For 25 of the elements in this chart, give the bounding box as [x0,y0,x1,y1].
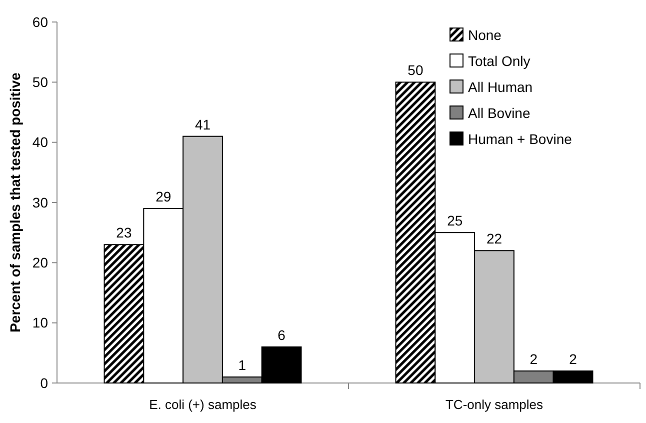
data-label: 29 [156,188,172,205]
y-axis-title: Percent of samples that tested positive [7,72,23,332]
legend-label: All Bovine [468,104,530,121]
data-label: 1 [238,356,246,373]
data-label: 6 [278,326,286,343]
data-label: 25 [447,212,463,229]
legend-label: All Human [468,78,533,95]
data-label: 2 [569,350,578,367]
data-label: 23 [116,224,132,241]
data-label: 22 [486,230,502,247]
x-tick-label: TC-only samples [445,397,544,412]
y-tick-label: 50 [32,74,48,90]
y-tick-label: 30 [32,194,48,210]
data-label: 41 [194,116,211,132]
legend-label: None [468,26,502,43]
y-tick-label: 10 [32,314,48,331]
data-label: 50 [408,62,424,78]
y-tick-label: 60 [32,14,48,30]
legend-label: Human + Bovine [468,130,572,147]
y-tick-label: 0 [40,374,48,391]
data-label: 2 [530,350,538,367]
y-tick-label: 20 [32,254,48,271]
y-tick-label: 40 [32,134,48,150]
x-tick-label: E. coli (+) samples [149,397,257,412]
legend-label: Total Only [468,52,530,69]
